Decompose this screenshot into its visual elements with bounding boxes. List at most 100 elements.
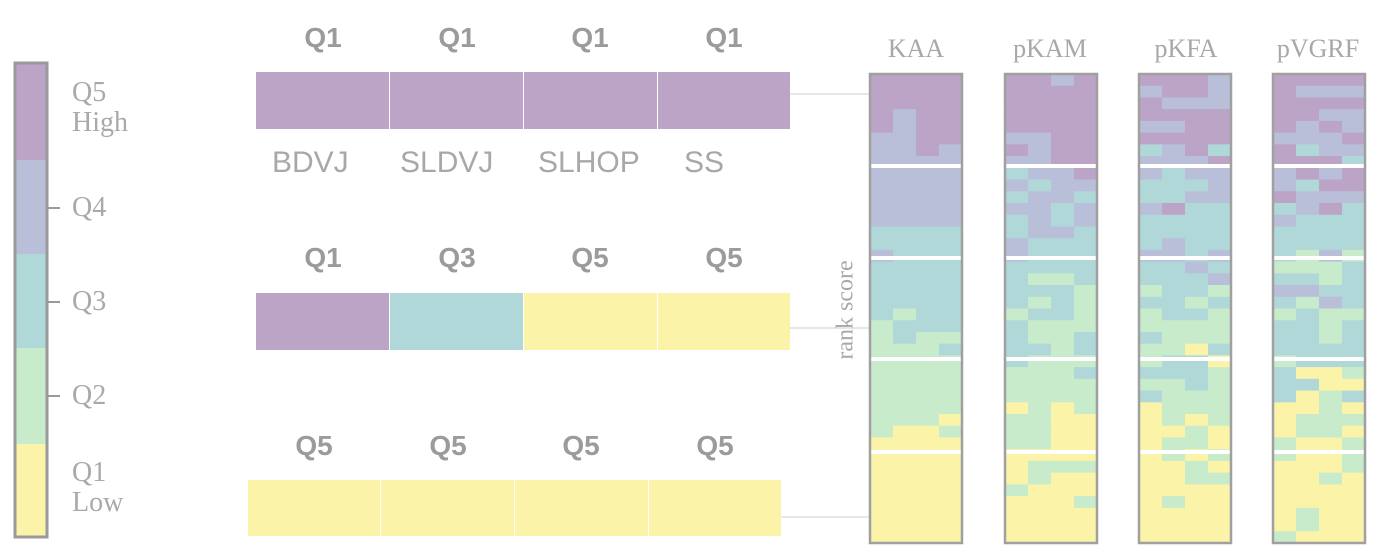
heatmap-cell [1296,261,1320,274]
heatmap-cell [916,179,940,192]
heatmap-cell [1028,414,1052,427]
heatmap-cell [916,414,940,427]
heatmap-cell [939,531,963,544]
heatmap-cell [1051,191,1075,204]
heatmap-cell [1208,285,1232,298]
heatmap-cell [916,437,940,450]
heatmap-cell [1028,179,1052,192]
legend-level-q2: Q2 [72,380,107,411]
legend-swatch-q2 [16,348,46,444]
heatmap-cell [1139,378,1163,392]
heatmap-cell [1005,414,1029,427]
heatmap-cell [870,132,894,145]
heatmap-cell [1185,214,1209,227]
heatmap-cell [1074,85,1098,98]
heatmap-cell [1208,214,1232,227]
heatmap-cell [939,167,963,181]
heatmap-cell [1208,460,1232,474]
heatmap-cell [916,367,940,380]
heatmap-cell [1139,85,1163,98]
heatmap-cell [1342,74,1366,87]
heatmap-cell [1273,191,1297,204]
heatmap-cell [1319,320,1343,333]
heatmap-cell [1185,425,1209,438]
row3-quintile-label-1: Q5 [295,430,333,461]
heatmap-cell [1273,414,1297,427]
heatmap-pkfa [1137,72,1233,545]
heatmap-cell [1074,484,1098,497]
heatmap-cell [1342,167,1366,181]
heatmap-title-pkfa: pKFA [1154,34,1218,63]
heatmap-cell [1074,343,1098,356]
heatmap-cell [1028,214,1052,227]
heatmap-cell [1185,179,1209,192]
heatmap-cell [1342,425,1366,438]
heatmap-cell [893,320,917,333]
heatmap-cell [1051,109,1075,122]
heatmap-cell [1028,191,1052,204]
heatmap-cell [893,296,917,309]
heatmap-cell [870,74,894,87]
heatmap-cell [1185,531,1209,544]
heatmap-cell [1342,214,1366,227]
heatmap-frame [1003,72,1099,545]
heatmap-cell [870,109,894,122]
heatmap-cell [1139,144,1163,157]
heatmap-cell [893,249,917,263]
heatmap-cell [1319,109,1343,122]
heatmap-cell [916,378,940,392]
heatmap-cell [1208,472,1232,485]
heatmap-cell [916,308,940,321]
heatmap-cell [1028,226,1052,239]
heatmap-cell [1185,308,1209,321]
heatmap-cell [1139,496,1163,509]
heatmap-cell [1185,144,1209,157]
heatmap-cell [1185,484,1209,497]
heatmap-cell [1273,261,1297,274]
heatmap-cell [1208,331,1232,345]
heatmap-cell [1296,390,1320,403]
heatmap-cell [916,97,940,110]
heatmap-cell [1185,414,1209,427]
heatmap-cell [1074,167,1098,181]
heatmap-cell [1185,390,1209,403]
heatmap-cell [1185,261,1209,274]
heatmap-cell [1139,214,1163,227]
heatmap-cell [1162,179,1186,192]
row2-cell-2 [390,293,523,350]
heatmap-cell [939,74,963,87]
legend-level-q5: Q5 [72,77,107,108]
heatmap-cell [939,132,963,145]
heatmap-cell [870,308,894,321]
heatmap-cell [1342,85,1366,98]
heatmap-cell [1028,390,1052,403]
heatmap-cell [939,331,963,345]
legend-swatch-q4 [16,160,46,254]
heatmap-cell [916,109,940,122]
heatmap-cell [893,261,917,274]
heatmap-cell [870,331,894,345]
row3-quintile-label-4: Q5 [696,430,734,461]
heatmap-cell [1208,226,1232,239]
heatmap-cell [1162,390,1186,403]
heatmap-cell [870,402,894,415]
heatmap-cell [1074,285,1098,298]
heatmap-cell [1074,414,1098,427]
heatmap-cell [1319,331,1343,345]
heatmap-cell [893,273,917,286]
heatmap-cell [1139,367,1163,380]
heatmap-cell [916,472,940,485]
row2-quintile-label-2: Q3 [438,242,476,273]
heatmap-cell [1139,261,1163,274]
legend-swatch-q5 [16,64,46,160]
heatmap-cell [1028,531,1052,544]
heatmap-cell [893,519,917,532]
heatmap-cell [1273,496,1297,509]
heatmap-cell [1208,507,1232,521]
heatmap-cell [1273,144,1297,157]
heatmap-cell [1273,331,1297,345]
task-label-ss: SS [684,146,725,179]
heatmap-cell [1162,144,1186,157]
heatmap-cell [1074,437,1098,450]
heatmap-cell [1296,343,1320,356]
